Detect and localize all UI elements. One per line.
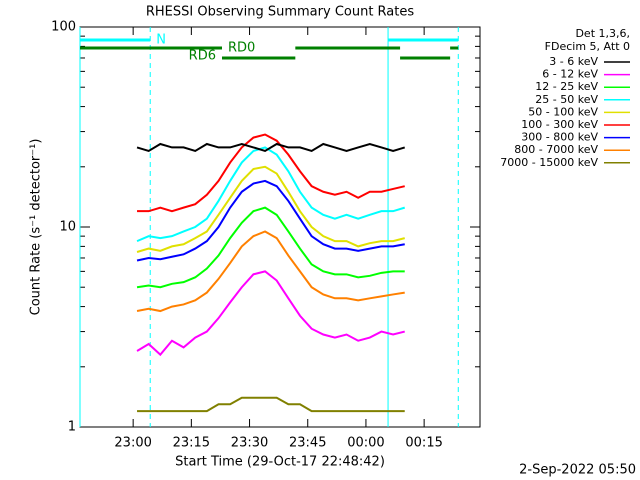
- legend-label: 7000 - 15000 keV: [500, 156, 598, 169]
- legend-header: FDecim 5, Att 0: [545, 40, 630, 53]
- annotation-label: RD6: [189, 49, 216, 64]
- y-tick-label: 10: [59, 220, 76, 235]
- x-tick-label: 23:00: [114, 436, 151, 451]
- chart-title: RHESSI Observing Summary Count Rates: [146, 5, 415, 20]
- legend-label: 100 - 300 keV: [521, 118, 598, 131]
- legend-label: 25 - 50 keV: [535, 93, 598, 106]
- legend-label: 12 - 25 keV: [535, 80, 598, 93]
- series-line: [136, 206, 405, 289]
- legend-label: 3 - 6 keV: [549, 55, 598, 68]
- legend-label: 6 - 12 keV: [542, 68, 598, 81]
- annotation-label: N: [156, 33, 166, 48]
- x-tick-label: 23:45: [289, 436, 326, 451]
- x-tick-label: 00:00: [347, 436, 384, 451]
- x-tick-label: 00:15: [405, 436, 442, 451]
- series-line: [136, 270, 405, 357]
- x-tick-label: 23:30: [231, 436, 268, 451]
- x-tick-label: 23:15: [173, 436, 210, 451]
- x-axis-label: Start Time (29-Oct-17 22:48:42): [175, 455, 385, 470]
- legend-header: Det 1,3,6,: [575, 27, 630, 40]
- legend-label: 800 - 7000 keV: [514, 143, 598, 156]
- y-tick-label: 100: [51, 20, 76, 35]
- series-line: [136, 142, 406, 153]
- series-line: [136, 230, 405, 313]
- series-line: [136, 146, 406, 243]
- series-line: [137, 133, 405, 213]
- series-line: [137, 396, 405, 413]
- annotation-label: RD0: [228, 41, 255, 56]
- y-axis-label: Count Rate (s⁻¹ detector⁻¹): [29, 139, 44, 316]
- plot-frame: [79, 26, 481, 428]
- footer: 2-Sep-2022 05:50: [519, 463, 636, 478]
- legend-label: 300 - 800 keV: [521, 131, 598, 144]
- legend-label: 50 - 100 keV: [528, 105, 598, 118]
- series-line: [136, 165, 405, 253]
- y-tick-label: 1: [68, 420, 76, 435]
- series-line: [136, 179, 405, 262]
